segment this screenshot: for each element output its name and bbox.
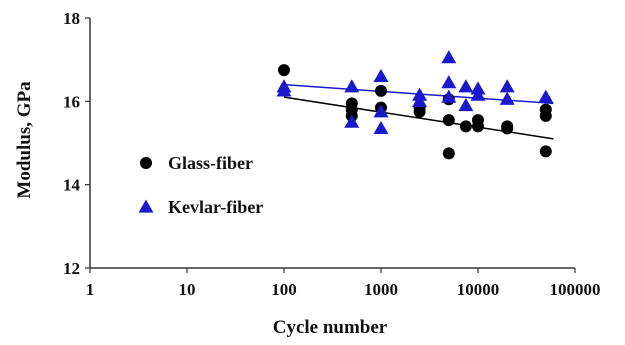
kevlar-fiber-point xyxy=(458,79,474,93)
kevlar-fiber-point xyxy=(441,75,457,89)
y-tick-label: 12 xyxy=(63,259,80,278)
kevlar-fiber-point xyxy=(538,89,554,103)
x-tick-label: 100 xyxy=(271,280,297,299)
x-axis-label: Cycle number xyxy=(273,317,388,338)
legend-marker xyxy=(138,199,154,213)
glass-fiber-point xyxy=(539,109,552,122)
glass-fiber-point xyxy=(472,120,484,133)
legend-label: Glass-fiber xyxy=(168,153,253,173)
kevlar-fiber-point xyxy=(441,50,457,64)
y-axis: 12 14 16 18 xyxy=(63,9,91,278)
x-axis: 1 10 100 1000 10000 100000 xyxy=(86,267,601,299)
glass-fiber-point xyxy=(442,114,455,127)
glass-fiber-point xyxy=(278,64,290,77)
x-tick-label: 100000 xyxy=(550,280,601,299)
legend: Glass-fiber Kevlar-fiber xyxy=(138,153,263,217)
kevlar-fiber-point xyxy=(441,89,457,103)
data-points xyxy=(276,50,554,160)
kevlar-fiber-point xyxy=(276,83,292,97)
glass-fiber-point xyxy=(501,120,514,133)
y-axis-label: Modulus, GPa xyxy=(14,81,35,199)
glass-fiber-point xyxy=(375,84,387,97)
kevlar-fiber-point xyxy=(373,120,389,135)
glass-fiber-point xyxy=(442,147,455,160)
kevlar-fiber-point xyxy=(373,104,389,118)
glass-fiber-point xyxy=(459,120,472,133)
kevlar-fiber-point xyxy=(373,68,389,82)
x-tick-label: 10 xyxy=(179,280,196,299)
glass-fiber-point xyxy=(539,145,552,158)
x-tick-label: 1 xyxy=(86,280,95,299)
x-tick-label: 10000 xyxy=(457,280,500,299)
glass-fiber-point xyxy=(413,105,426,118)
kevlar-fiber-point xyxy=(412,93,428,107)
kevlar-fiber-point xyxy=(458,98,474,112)
legend-marker xyxy=(140,157,152,169)
legend-label: Kevlar-fiber xyxy=(168,197,263,217)
kevlar-fiber-point xyxy=(470,87,486,101)
y-tick-label: 18 xyxy=(63,9,80,28)
kevlar-fiber-point xyxy=(499,91,515,105)
kevlar-fiber-point xyxy=(499,79,515,93)
y-tick-label: 16 xyxy=(63,92,80,111)
kevlar-fiber-point xyxy=(344,114,360,128)
x-tick-label: 1000 xyxy=(364,280,398,299)
y-tick-label: 14 xyxy=(63,176,81,195)
kevlar-fiber-point xyxy=(344,79,360,93)
